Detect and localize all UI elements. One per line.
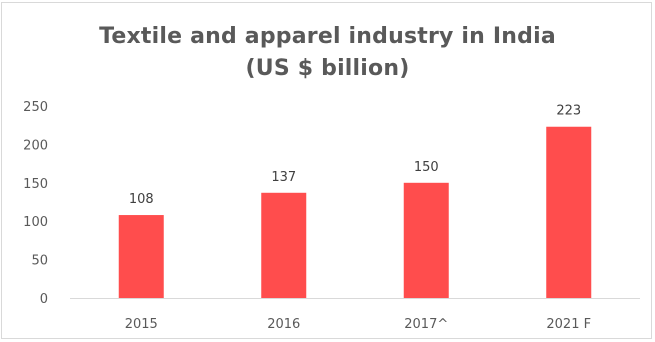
bar-2017 [403, 182, 449, 298]
bar-2021-f [546, 126, 592, 299]
data-label: 223 [556, 104, 581, 119]
y-tick-label: 50 [31, 254, 48, 269]
y-tick-label: 100 [23, 215, 48, 230]
chart-title: Textile and apparel industry in India [99, 24, 556, 49]
y-tick-label: 250 [23, 100, 48, 115]
x-tick-label: 2021 F [546, 317, 591, 332]
data-labels: 108 137 150 223 [129, 104, 581, 207]
bar-2016 [261, 192, 307, 298]
y-tick-label: 200 [23, 138, 48, 153]
data-label: 137 [271, 170, 296, 185]
y-axis: 0 50 100 150 200 250 [23, 100, 48, 307]
x-tick-label: 2016 [267, 317, 300, 332]
x-tick-label: 2017^ [404, 317, 448, 332]
y-tick-label: 0 [40, 292, 48, 307]
chart-frame [1, 2, 652, 339]
data-label: 150 [414, 160, 439, 175]
bar-2015 [118, 215, 164, 298]
x-tick-label: 2015 [125, 317, 158, 332]
x-axis: 2015 2016 2017^ 2021 F [70, 298, 640, 332]
chart-subtitle: (US $ billion) [245, 56, 410, 81]
data-label: 108 [129, 192, 154, 207]
y-tick-label: 150 [23, 177, 48, 192]
bars [118, 126, 592, 299]
